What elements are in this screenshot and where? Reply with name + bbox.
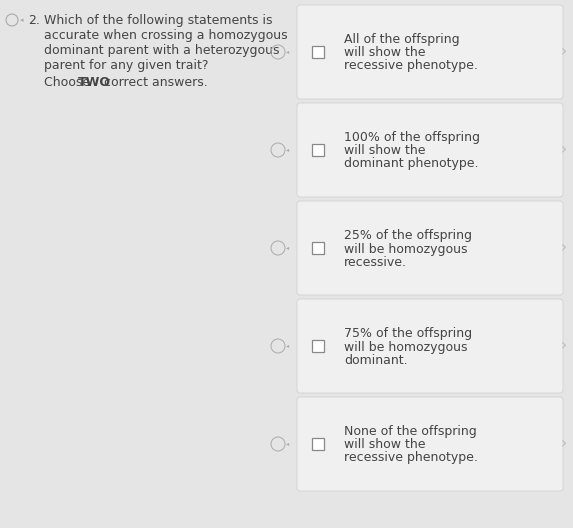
Text: will show the: will show the	[344, 438, 426, 451]
Text: Choose: Choose	[44, 76, 94, 89]
FancyBboxPatch shape	[312, 144, 324, 156]
Text: dominant parent with a heterozygous: dominant parent with a heterozygous	[44, 44, 280, 57]
Text: will be homozygous: will be homozygous	[344, 242, 468, 256]
Text: recessive phenotype.: recessive phenotype.	[344, 451, 478, 465]
Text: ◂: ◂	[286, 50, 289, 54]
Text: All of the offspring: All of the offspring	[344, 33, 460, 46]
Text: correct answers.: correct answers.	[100, 76, 208, 89]
Text: ◂: ◂	[286, 344, 289, 348]
Text: Which of the following statements is: Which of the following statements is	[44, 14, 273, 27]
FancyBboxPatch shape	[312, 438, 324, 450]
Text: will show the: will show the	[344, 46, 426, 60]
FancyBboxPatch shape	[297, 5, 563, 99]
Text: ›: ›	[561, 338, 567, 354]
Text: accurate when crossing a homozygous: accurate when crossing a homozygous	[44, 29, 288, 42]
Text: recessive.: recessive.	[344, 256, 407, 269]
FancyBboxPatch shape	[312, 340, 324, 352]
Text: dominant.: dominant.	[344, 354, 407, 366]
Text: None of the offspring: None of the offspring	[344, 426, 477, 438]
FancyBboxPatch shape	[297, 103, 563, 197]
FancyBboxPatch shape	[297, 201, 563, 295]
Text: 75% of the offspring: 75% of the offspring	[344, 327, 472, 341]
Text: recessive phenotype.: recessive phenotype.	[344, 60, 478, 72]
Text: ◂: ◂	[286, 441, 289, 447]
Text: ◂: ◂	[286, 147, 289, 153]
FancyBboxPatch shape	[312, 46, 324, 58]
Text: dominant phenotype.: dominant phenotype.	[344, 157, 478, 171]
Text: TWO: TWO	[78, 76, 111, 89]
Text: 25% of the offspring: 25% of the offspring	[344, 230, 472, 242]
Text: 100% of the offspring: 100% of the offspring	[344, 131, 480, 145]
FancyBboxPatch shape	[297, 397, 563, 491]
Text: ◂: ◂	[20, 17, 23, 23]
Text: ›: ›	[561, 44, 567, 60]
Text: ›: ›	[561, 437, 567, 451]
Text: ›: ›	[561, 143, 567, 157]
Text: 2.: 2.	[28, 14, 40, 27]
Text: will show the: will show the	[344, 145, 426, 157]
Text: ›: ›	[561, 240, 567, 256]
Text: parent for any given trait?: parent for any given trait?	[44, 59, 209, 72]
FancyBboxPatch shape	[312, 242, 324, 254]
Text: ◂: ◂	[286, 246, 289, 250]
Text: will be homozygous: will be homozygous	[344, 341, 468, 354]
FancyBboxPatch shape	[297, 299, 563, 393]
